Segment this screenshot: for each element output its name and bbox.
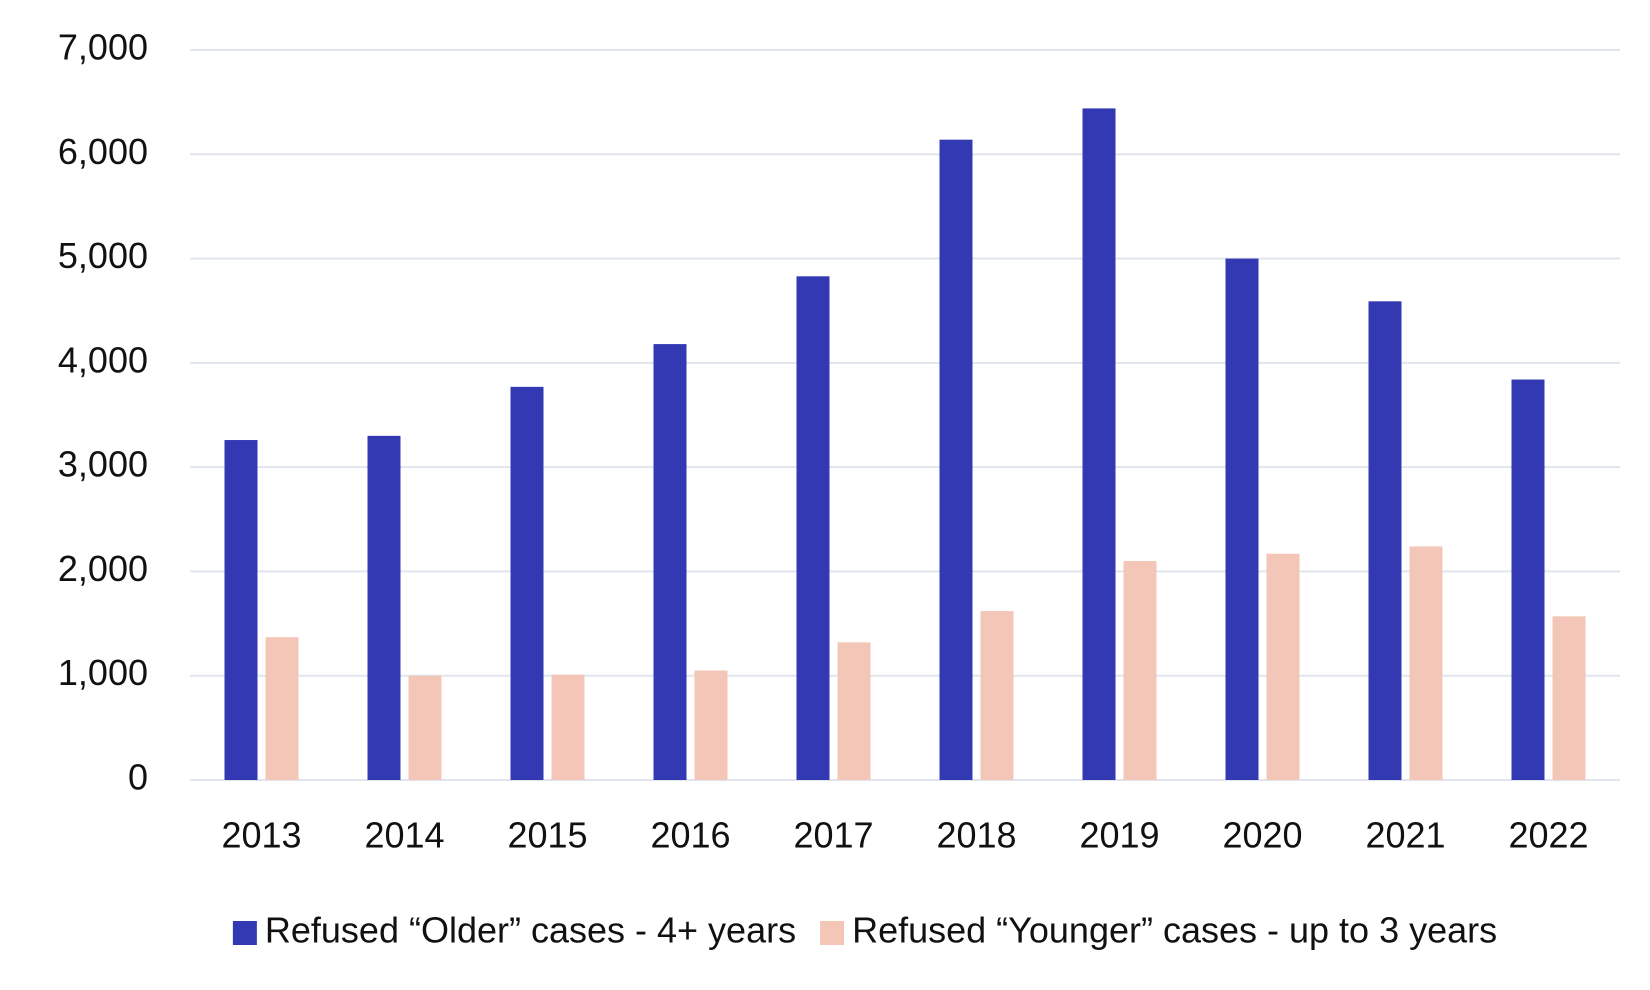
x-tick-label: 2019 <box>1079 815 1159 856</box>
x-tick-label: 2018 <box>936 815 1016 856</box>
legend-label: Refused “Older” cases - 4+ years <box>265 910 796 951</box>
x-tick-label: 2014 <box>364 815 444 856</box>
bar <box>1082 108 1116 780</box>
x-tick-label: 2022 <box>1508 815 1588 856</box>
y-tick-label: 0 <box>128 757 148 798</box>
bar <box>408 675 442 780</box>
legend-swatch <box>820 921 845 945</box>
y-tick-label: 6,000 <box>58 131 148 172</box>
y-tick-label: 4,000 <box>58 339 148 380</box>
bar <box>1368 301 1402 780</box>
bar <box>510 386 544 780</box>
bar <box>367 435 401 780</box>
y-tick-label: 2,000 <box>58 548 148 589</box>
x-tick-label: 2013 <box>221 815 301 856</box>
x-tick-label: 2020 <box>1222 815 1302 856</box>
bar <box>694 670 728 780</box>
bar <box>1409 546 1443 780</box>
y-tick-label: 1,000 <box>58 652 148 693</box>
x-tick-label: 2017 <box>793 815 873 856</box>
y-tick-label: 3,000 <box>58 444 148 485</box>
bar <box>796 276 830 780</box>
bar <box>1123 561 1157 780</box>
x-tick-label: 2015 <box>507 815 587 856</box>
bar <box>1266 553 1300 780</box>
legend-label: Refused “Younger” cases - up to 3 years <box>852 910 1497 951</box>
legend-swatch <box>232 921 257 945</box>
x-tick-label: 2021 <box>1365 815 1445 856</box>
bar <box>980 611 1014 780</box>
bar <box>939 139 973 780</box>
bar <box>653 344 687 780</box>
bar <box>224 440 258 780</box>
y-tick-label: 5,000 <box>58 235 148 276</box>
y-tick-label: 7,000 <box>58 27 148 68</box>
bar <box>1225 258 1259 781</box>
bar <box>837 642 871 780</box>
bar <box>1552 616 1586 780</box>
bar <box>265 637 299 780</box>
x-tick-label: 2016 <box>650 815 730 856</box>
bar <box>551 674 585 780</box>
bar <box>1511 379 1545 780</box>
